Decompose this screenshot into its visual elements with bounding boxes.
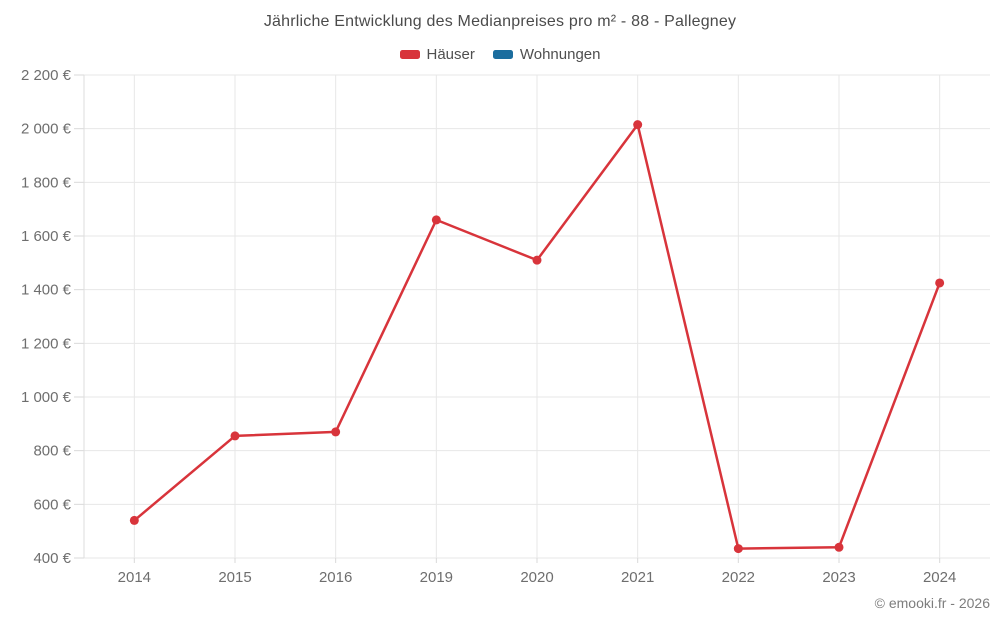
y-tick-label: 2 000 € — [21, 121, 72, 138]
y-tick-label: 1 400 € — [21, 282, 72, 299]
data-point[interactable] — [532, 255, 542, 265]
y-tick-label: 1 000 € — [21, 389, 72, 406]
x-tick-label: 2019 — [420, 569, 453, 586]
x-tick-label: 2023 — [822, 569, 855, 586]
x-tick-label: 2021 — [621, 569, 654, 586]
y-tick-label: 400 € — [33, 550, 71, 567]
legend-label-wohnungen: Wohnungen — [519, 46, 601, 63]
y-tick-label: 600 € — [33, 496, 71, 513]
y-tick-label: 1 800 € — [21, 174, 72, 191]
legend-item-wohnungen[interactable]: Wohnungen — [492, 46, 601, 63]
data-point[interactable] — [633, 120, 643, 130]
x-tick-label: 2015 — [218, 569, 251, 586]
y-tick-label: 800 € — [33, 443, 71, 460]
data-point[interactable] — [129, 515, 139, 525]
x-tick-label: 2022 — [722, 569, 755, 586]
legend-swatch-wohnungen — [492, 50, 513, 59]
y-tick-label: 1 600 € — [21, 228, 72, 245]
x-tick-label: 2014 — [118, 569, 151, 586]
legend-item-hauser[interactable]: Häuser — [399, 46, 475, 63]
x-tick-label: 2016 — [319, 569, 352, 586]
x-tick-label: 2020 — [520, 569, 553, 586]
chart-title: Jährliche Entwicklung des Medianpreises … — [263, 13, 737, 30]
data-point[interactable] — [935, 278, 945, 288]
data-point[interactable] — [834, 542, 844, 552]
data-point[interactable] — [431, 215, 441, 225]
copyright-text: © emooki.fr - 2026 — [874, 595, 990, 611]
legend-swatch-hauser — [399, 50, 420, 59]
data-point[interactable] — [733, 544, 743, 554]
data-point[interactable] — [230, 431, 240, 441]
legend-label-hauser: Häuser — [426, 46, 475, 63]
x-tick-label: 2024 — [923, 569, 956, 586]
chart-legend: Häuser Wohnungen — [0, 46, 1000, 63]
data-point[interactable] — [331, 427, 341, 437]
y-tick-label: 1 200 € — [21, 335, 72, 352]
y-tick-label: 2 200 € — [21, 67, 72, 84]
